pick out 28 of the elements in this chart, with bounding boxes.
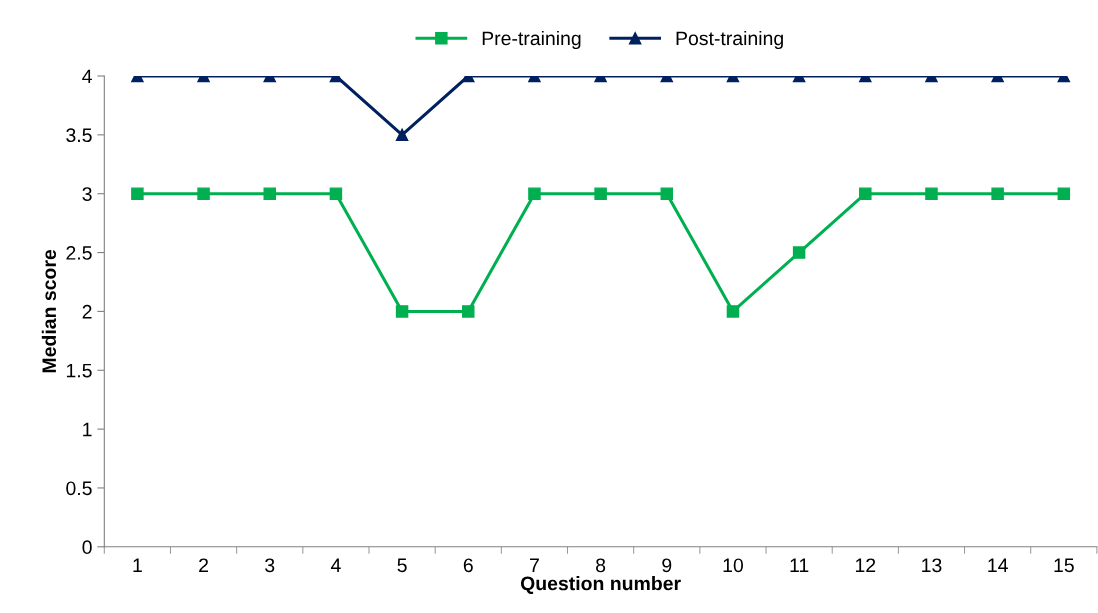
y-tick-label: 1.5 xyxy=(66,363,92,378)
x-tick-label: 9 xyxy=(662,558,672,573)
x-tick-label: 12 xyxy=(855,558,876,572)
x-tick-label: 7 xyxy=(530,558,539,572)
x-tick-label: 10 xyxy=(723,558,744,573)
x-tick-label: 6 xyxy=(463,558,473,573)
legend-label: Post-training xyxy=(676,30,783,50)
y-tick-label: 0 xyxy=(82,540,92,555)
y-tick-label: 4 xyxy=(82,69,92,84)
y-tick-label: 3 xyxy=(82,187,92,201)
y-tick-label: 3.5 xyxy=(66,128,92,143)
y-tick-label: 1 xyxy=(83,422,92,437)
y-tick-label: 0.5 xyxy=(66,481,92,496)
x-tick-label: 1 xyxy=(133,558,142,572)
y-axis-title: Median score xyxy=(41,249,57,373)
x-tick-label: 14 xyxy=(988,558,1008,572)
x-tick-label: 3 xyxy=(265,558,275,573)
x-tick-label: 4 xyxy=(330,558,341,572)
x-axis-title: Question number xyxy=(520,576,681,594)
y-tick-label: 2.5 xyxy=(66,246,92,260)
x-tick-label: 5 xyxy=(397,558,407,573)
x-tick-label: 8 xyxy=(596,558,606,573)
x-tick-label: 13 xyxy=(922,558,942,573)
x-tick-label: 2 xyxy=(199,558,208,572)
x-tick-label: 15 xyxy=(1054,558,1074,573)
y-tick-label: 2 xyxy=(82,304,92,319)
legend-label: Pre-training xyxy=(482,30,581,50)
x-tick-label: 11 xyxy=(790,558,809,572)
